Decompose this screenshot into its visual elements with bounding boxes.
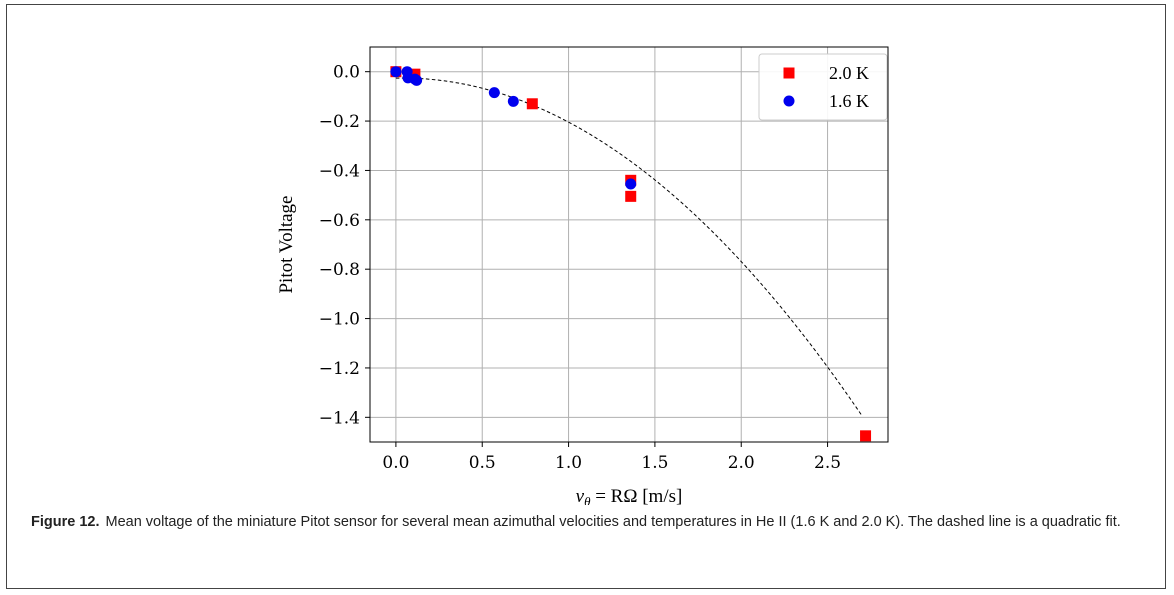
x-tick-label: 2.5 (814, 453, 841, 473)
fit-curve (395, 77, 863, 417)
quadratic-fit (395, 77, 863, 417)
y-tick-label: −0.6 (319, 211, 360, 231)
circle-marker-1-6K (507, 95, 519, 107)
legend-label: 2.0 K (829, 63, 869, 83)
legend: 2.0 K 1.6 K (758, 53, 888, 121)
x-tick-label: 1.0 (555, 453, 582, 473)
legend-circle-icon (783, 95, 795, 107)
axes-frame (369, 46, 889, 443)
x-tick-label: 0.0 (382, 453, 409, 473)
x-tick-label: 2.0 (728, 453, 755, 473)
y-tick-label: 0.0 (333, 63, 360, 83)
y-axis-title: Pitot Voltage (276, 195, 297, 293)
circle-marker-1-6K (625, 178, 637, 190)
x-tick-label: 0.5 (469, 453, 496, 473)
figure-label: Figure 12. (31, 514, 100, 530)
y-tick-label: −0.2 (319, 112, 360, 132)
y-tick-label: −1.2 (319, 359, 360, 379)
y-tick-label: −0.8 (319, 260, 360, 280)
circle-marker-1-6K (411, 74, 423, 86)
x-tick-label: 1.5 (641, 453, 668, 473)
figure-frame: 0.0 0.5 1.0 1.5 2.0 2.5 0.0 −0.2 −0.4 −0.6 −0.8 −1.… (6, 4, 1166, 589)
x-axis-title: vθ = RΩ [m/s] (576, 486, 683, 505)
axis-ticks: 0.0 0.5 1.0 1.5 2.0 2.5 0.0 −0.2 −0.4 −0.6 −0.8 −1.… (319, 63, 841, 473)
figure-caption: Figure 12. Mean voltage of the miniature … (31, 511, 1151, 533)
legend-square-icon (783, 67, 795, 79)
y-tick-label: −1.0 (319, 310, 360, 330)
legend-label: 1.6 K (829, 91, 869, 111)
y-tick-label: −0.4 (319, 161, 360, 181)
pitot-voltage-chart: 0.0 0.5 1.0 1.5 2.0 2.5 0.0 −0.2 −0.4 −0.6 −0.8 −1.… (276, 46, 889, 505)
circle-marker-1-6K (390, 66, 402, 78)
data-points (390, 66, 872, 442)
square-marker-2-0K (625, 190, 637, 202)
circle-marker-1-6K (488, 87, 500, 99)
caption-text: Mean voltage of the miniature Pitot sens… (105, 514, 1121, 530)
square-marker-2-0K (860, 430, 872, 442)
square-marker-2-0K (526, 98, 538, 110)
y-tick-label: −1.4 (319, 408, 360, 428)
